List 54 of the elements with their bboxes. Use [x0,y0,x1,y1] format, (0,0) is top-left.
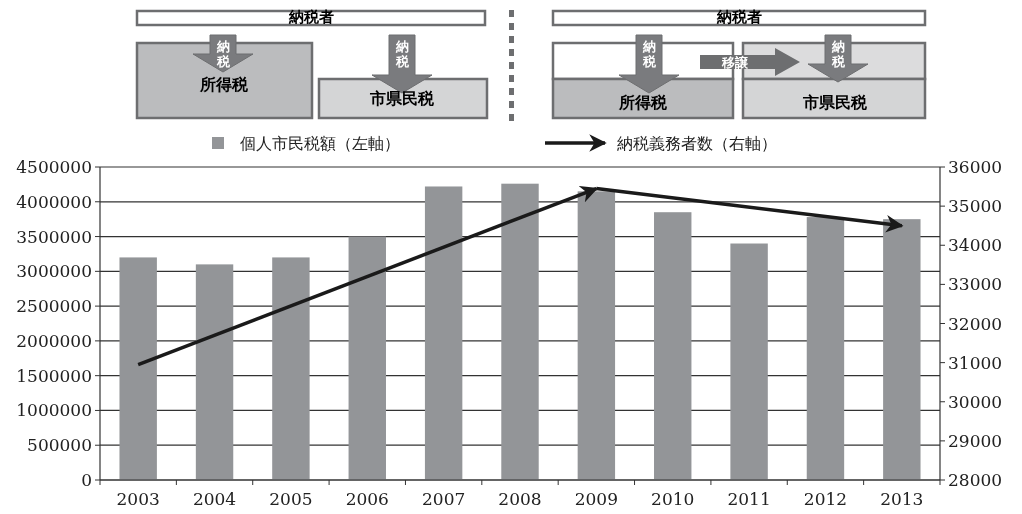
text: 納税者 [287,8,334,26]
y2-tick-label: 32000 [948,313,1003,334]
y2-tick-label: 34000 [948,235,1003,256]
bar [348,236,386,480]
x-tick-label: 2006 [345,489,389,509]
bar [654,212,692,480]
text: 市県民税 [369,89,435,108]
bar [272,257,310,480]
legend-label: 納税義務者数（右軸） [617,134,777,153]
x-tick-label: 2012 [803,489,848,509]
bar [195,264,234,480]
y-tick-label: 1500000 [16,365,92,386]
y2-tick-label: 36000 [948,157,1003,177]
x-tick-label: 2010 [651,489,695,509]
text: 納税 [394,39,410,69]
y-tick-label: 2500000 [16,296,92,317]
y-tick-label: 4000000 [16,191,92,212]
y-tick-label: 500000 [27,435,92,456]
y-tick-label: 3500000 [16,226,92,247]
text: 所得税 [199,75,249,94]
x-tick-label: 2011 [727,489,771,509]
x-tick-label: 2007 [422,489,466,509]
y2-tick-label: 31000 [948,352,1003,373]
text: 納税 [641,39,657,69]
y2-tick-label: 29000 [948,430,1003,451]
x-tick-label: 2005 [269,489,313,509]
y-tick-label: 0 [81,470,92,490]
x-tick-label: 2008 [498,489,542,509]
text: 所得税 [618,93,668,112]
text: 納税 [215,39,231,69]
y-tick-label: 4500000 [16,157,92,177]
x-tick-label: 2004 [192,489,237,509]
y2-tick-label: 28000 [948,470,1003,490]
text: 移譲 [721,55,749,70]
bar [883,219,921,480]
bar [806,217,845,480]
y-tick-label: 1000000 [16,400,92,421]
bar [501,183,539,480]
y-tick-label: 2000000 [16,330,92,351]
legend-label: 個人市民税額（左軸） [240,134,400,153]
y2-tick-label: 30000 [948,391,1003,412]
x-tick-label: 2009 [574,489,618,509]
text: 市県民税 [802,93,868,112]
x-tick-label: 2003 [116,489,160,509]
y2-tick-label: 35000 [948,196,1003,217]
text: 納税者 [715,8,762,26]
bar [424,186,463,480]
text: 納税 [830,39,846,69]
bar [119,257,157,480]
y-tick-label: 3000000 [16,261,92,282]
x-tick-label: 2013 [880,489,924,509]
y2-tick-label: 33000 [948,274,1003,295]
bar [577,191,616,480]
bar [730,243,768,480]
